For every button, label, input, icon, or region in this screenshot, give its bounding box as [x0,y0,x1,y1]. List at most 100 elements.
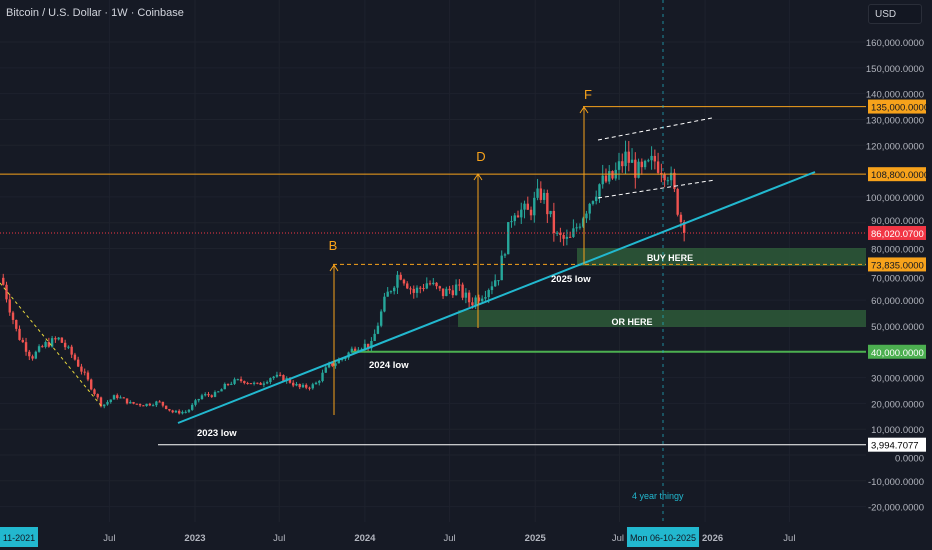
price-axis [866,0,932,550]
arrow-head-icon [579,106,589,114]
candle [34,351,38,359]
candle [441,288,445,297]
candle [298,383,301,388]
candle [83,371,86,373]
candle [47,342,51,347]
or-here-label: OR HERE [611,317,652,327]
candle [96,394,99,398]
arrow-head-icon [473,173,483,181]
x-tick-label: 2024 [354,533,376,544]
candle [386,291,389,297]
candle [497,280,500,282]
candle [103,404,106,407]
candle [630,159,634,163]
currency-button[interactable]: USD [868,4,922,24]
candle [585,213,588,219]
candle [337,359,341,364]
y-tick-label: 80,000.0000 [871,245,924,256]
candle [187,409,191,412]
candle [477,297,481,302]
candle [311,384,314,389]
price-label-box [868,225,926,240]
candle [422,288,425,290]
candle [18,328,21,340]
candle [461,284,464,298]
y-tick-label: 130,000.0000 [866,116,924,127]
candle [305,384,308,388]
candle [568,236,572,238]
candle [350,348,354,353]
candle [676,188,679,215]
channel-bottom [597,179,716,199]
x-tick-label: Jul [783,533,795,544]
candle [122,397,125,399]
candle [546,192,549,215]
y-tick-label: 100,000.0000 [866,193,924,204]
candle [552,210,556,233]
candle [278,374,282,376]
candle [425,283,428,289]
candle [376,325,380,334]
candle [484,297,487,299]
start-date-label: 11-2021 [3,533,35,543]
candle [204,394,207,396]
candle [217,391,220,393]
candle [419,287,422,289]
candle [634,159,637,178]
price-label-box [868,344,926,359]
candle [360,348,363,350]
candle [656,161,660,173]
candle [663,174,666,181]
candle [516,215,520,218]
candle [246,382,249,384]
candle [402,279,406,284]
candle [37,346,41,352]
candle [314,382,318,385]
candle [438,286,442,289]
candle [207,394,210,396]
candle [256,382,259,384]
chart-title: Bitcoin / U.S. Dollar · 1W · Coinbase [6,7,184,19]
candle [494,280,497,287]
candle [135,403,139,405]
candle [415,287,419,293]
candle [513,215,516,222]
candle [669,172,673,181]
candle [24,342,28,352]
candle [233,379,236,384]
x-tick-label: Jul [444,533,456,544]
label-2023-low: 2023 low [197,428,237,439]
candle [252,382,256,384]
candle [559,232,562,236]
candle [93,389,96,395]
candle [464,292,468,298]
y-tick-label: 50,000.0000 [871,322,924,333]
candle [155,401,158,406]
candle [344,357,347,359]
candle [116,395,119,399]
candle [653,155,657,162]
candle [70,346,73,355]
candle [86,372,90,380]
candle [598,184,601,197]
candle [76,359,80,367]
candle [331,362,334,366]
candle [272,376,275,379]
candle [63,342,67,348]
candle [249,383,253,385]
y-tick-label: 140,000.0000 [866,90,924,101]
or-here-zone [458,310,866,327]
trendline [177,171,816,424]
candle [500,255,503,281]
buy-here-label: BUY HERE [647,253,693,263]
candle [243,381,246,383]
candle [171,410,174,413]
candle [647,160,650,162]
candle [451,290,455,296]
candle [682,222,686,233]
price-label: 73,835.0000 [871,260,924,271]
candle [223,383,226,390]
y-tick-label: 30,000.0000 [871,374,924,385]
